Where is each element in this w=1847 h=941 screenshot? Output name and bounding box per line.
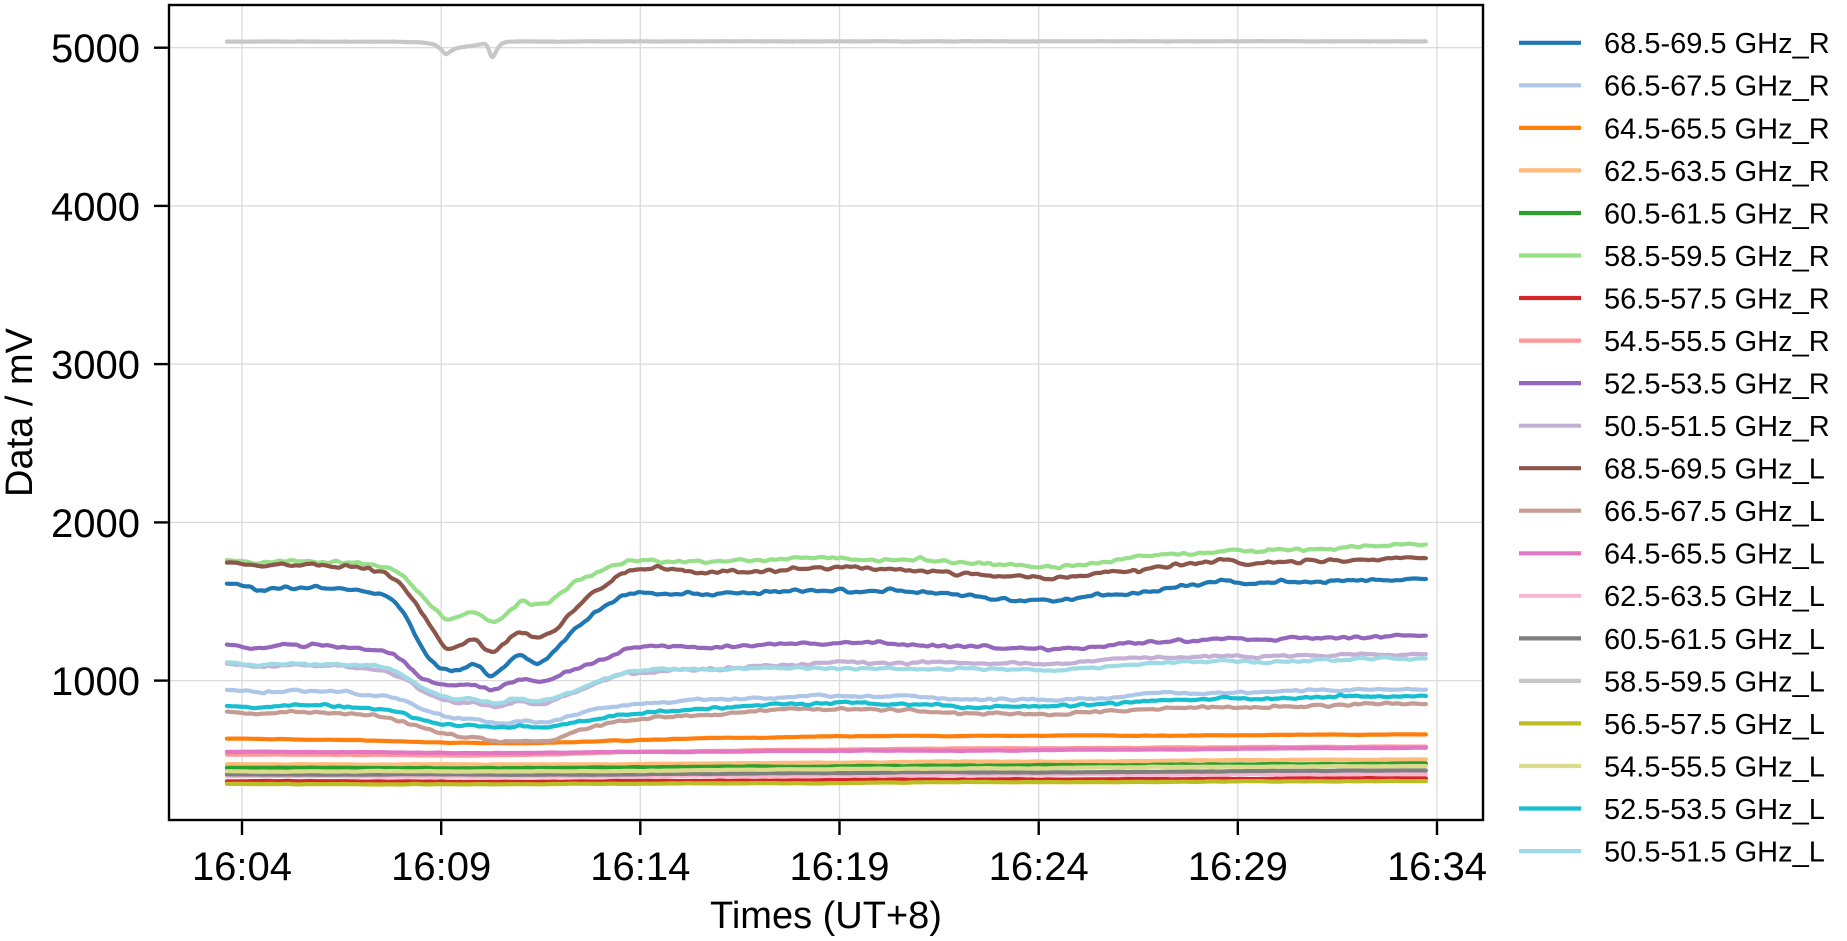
- svg-text:54.5-55.5 GHz_L: 54.5-55.5 GHz_L: [1604, 751, 1825, 783]
- svg-text:16:34: 16:34: [1387, 845, 1487, 889]
- svg-text:1000: 1000: [51, 660, 140, 704]
- svg-text:56.5-57.5 GHz_L: 56.5-57.5 GHz_L: [1604, 709, 1825, 741]
- svg-text:16:29: 16:29: [1188, 845, 1288, 889]
- svg-text:62.5-63.5 GHz_R: 62.5-63.5 GHz_R: [1604, 156, 1830, 188]
- svg-text:50.5-51.5 GHz_R: 50.5-51.5 GHz_R: [1604, 411, 1830, 443]
- svg-text:16:24: 16:24: [989, 845, 1089, 889]
- svg-text:56.5-57.5 GHz_R: 56.5-57.5 GHz_R: [1604, 283, 1830, 315]
- svg-text:66.5-67.5 GHz_R: 66.5-67.5 GHz_R: [1604, 71, 1830, 103]
- svg-text:16:14: 16:14: [590, 845, 690, 889]
- svg-text:2000: 2000: [51, 502, 140, 546]
- svg-text:60.5-61.5 GHz_R: 60.5-61.5 GHz_R: [1604, 198, 1830, 230]
- svg-text:3000: 3000: [51, 344, 140, 388]
- svg-text:16:04: 16:04: [192, 845, 292, 889]
- svg-text:58.5-59.5 GHz_R: 58.5-59.5 GHz_R: [1604, 241, 1830, 273]
- svg-text:64.5-65.5 GHz_R: 64.5-65.5 GHz_R: [1604, 113, 1830, 145]
- svg-text:68.5-69.5 GHz_R: 68.5-69.5 GHz_R: [1604, 28, 1830, 60]
- svg-text:5000: 5000: [51, 27, 140, 71]
- svg-text:16:09: 16:09: [391, 845, 491, 889]
- svg-text:60.5-61.5 GHz_L: 60.5-61.5 GHz_L: [1604, 624, 1825, 656]
- svg-text:50.5-51.5 GHz_L: 50.5-51.5 GHz_L: [1604, 837, 1825, 869]
- svg-text:58.5-59.5 GHz_L: 58.5-59.5 GHz_L: [1604, 666, 1825, 698]
- svg-text:16:19: 16:19: [789, 845, 889, 889]
- svg-text:Times (UT+8): Times (UT+8): [710, 895, 942, 937]
- svg-text:64.5-65.5 GHz_L: 64.5-65.5 GHz_L: [1604, 539, 1825, 571]
- svg-text:54.5-55.5 GHz_R: 54.5-55.5 GHz_R: [1604, 326, 1830, 358]
- svg-text:66.5-67.5 GHz_L: 66.5-67.5 GHz_L: [1604, 496, 1825, 528]
- svg-text:Data / mV: Data / mV: [0, 327, 41, 497]
- svg-text:68.5-69.5 GHz_L: 68.5-69.5 GHz_L: [1604, 454, 1825, 486]
- svg-text:4000: 4000: [51, 185, 140, 229]
- svg-text:62.5-63.5 GHz_L: 62.5-63.5 GHz_L: [1604, 581, 1825, 613]
- svg-text:52.5-53.5 GHz_R: 52.5-53.5 GHz_R: [1604, 369, 1830, 401]
- svg-text:52.5-53.5 GHz_L: 52.5-53.5 GHz_L: [1604, 794, 1825, 826]
